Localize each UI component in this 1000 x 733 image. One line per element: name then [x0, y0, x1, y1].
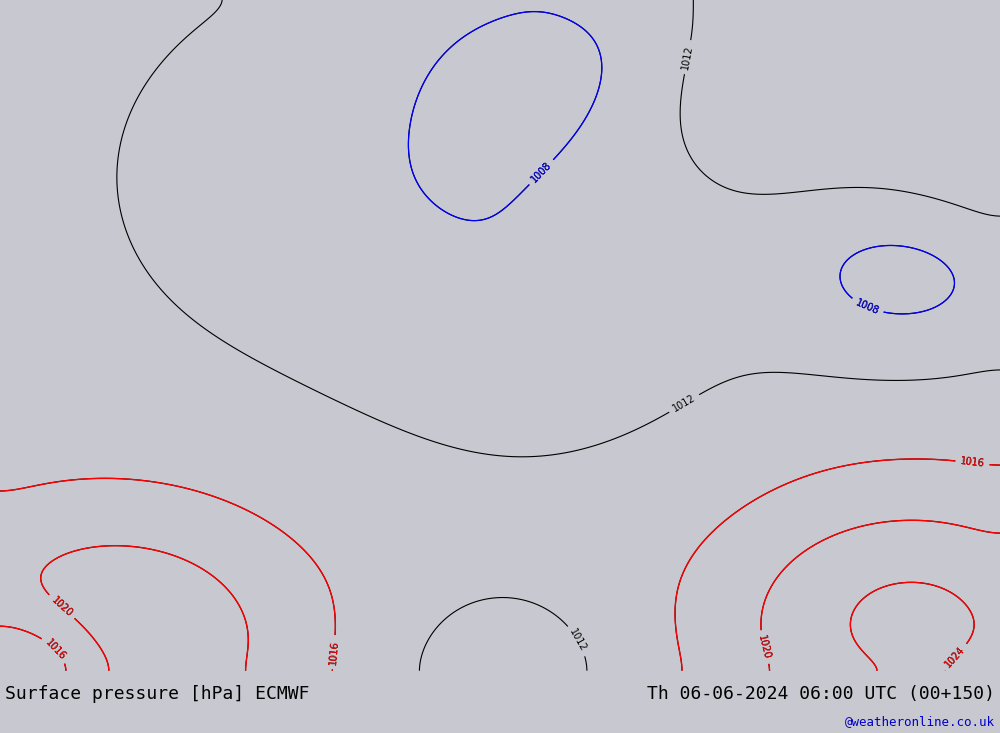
Text: 1016: 1016: [327, 640, 340, 665]
Text: @weatheronline.co.uk: @weatheronline.co.uk: [845, 715, 995, 728]
Text: 1008: 1008: [529, 160, 553, 185]
Text: Th 06-06-2024 06:00 UTC (00+150): Th 06-06-2024 06:00 UTC (00+150): [647, 685, 995, 704]
Text: 1020: 1020: [756, 634, 772, 660]
Text: 1016: 1016: [43, 637, 67, 662]
Text: 1008: 1008: [854, 298, 880, 317]
Text: 1012: 1012: [568, 627, 588, 654]
Text: 1008: 1008: [854, 298, 880, 317]
Text: 1016: 1016: [327, 640, 340, 665]
Text: 1008: 1008: [529, 160, 553, 185]
Text: 1016: 1016: [960, 457, 985, 469]
Text: 1016: 1016: [960, 457, 985, 469]
Text: 1020: 1020: [49, 595, 74, 619]
Text: 1024: 1024: [943, 644, 967, 669]
Text: 1012: 1012: [671, 393, 697, 414]
Text: 1016: 1016: [43, 637, 67, 662]
Text: 1024: 1024: [943, 644, 967, 669]
Text: 1012: 1012: [681, 44, 695, 70]
Text: Surface pressure [hPa] ECMWF: Surface pressure [hPa] ECMWF: [5, 685, 310, 704]
Text: 1020: 1020: [756, 634, 772, 660]
Text: 1020: 1020: [49, 595, 74, 619]
